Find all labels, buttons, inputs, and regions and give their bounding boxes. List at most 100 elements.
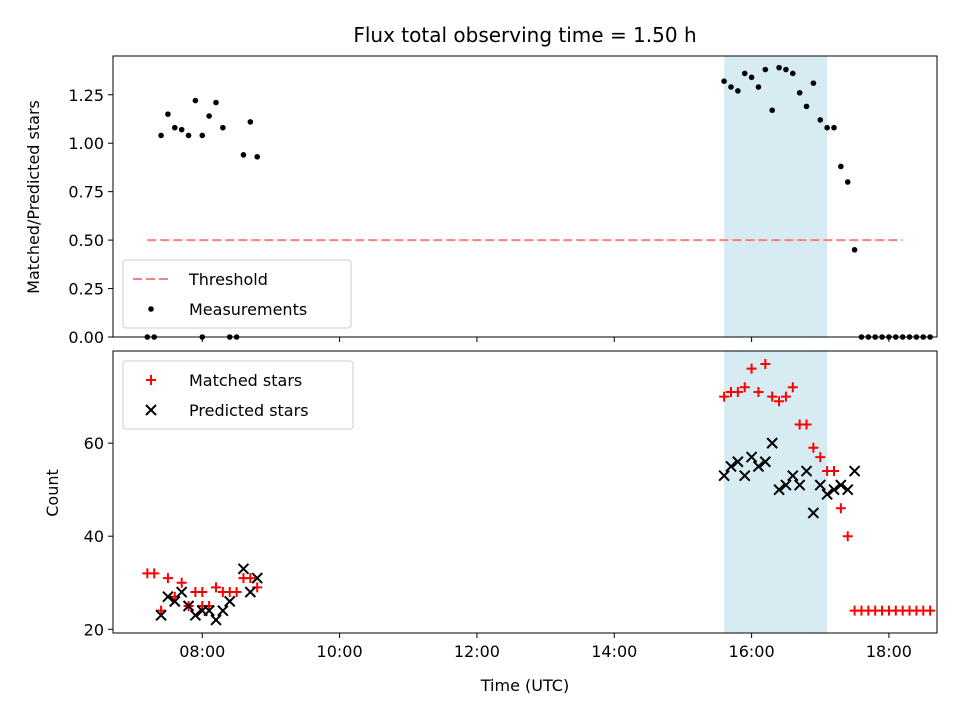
data-point bbox=[741, 70, 748, 77]
data-point bbox=[838, 163, 844, 170]
data-point bbox=[842, 531, 853, 542]
data-point bbox=[149, 568, 160, 579]
data-point bbox=[760, 359, 771, 370]
bottom-y-axis-title: Count bbox=[43, 469, 62, 517]
data-point bbox=[824, 124, 830, 131]
data-point bbox=[828, 483, 840, 496]
data-point bbox=[185, 132, 192, 139]
data-point bbox=[735, 88, 741, 94]
data-point bbox=[237, 563, 250, 575]
data-point bbox=[199, 132, 206, 139]
data-point bbox=[803, 103, 810, 110]
top-panel: 0.00 0.25 0.50 0.75 1.00 1.25 Threshold Measure… bbox=[68, 55, 938, 347]
x-tick-label: 10:00 bbox=[317, 642, 363, 661]
data-point bbox=[814, 479, 826, 491]
data-point bbox=[752, 460, 765, 473]
data-point bbox=[793, 479, 806, 491]
data-point bbox=[745, 451, 758, 463]
data-point bbox=[176, 577, 187, 588]
data-point bbox=[175, 586, 188, 598]
data-point bbox=[165, 111, 171, 117]
data-point bbox=[790, 70, 796, 77]
data-point bbox=[231, 587, 242, 598]
data-point bbox=[162, 590, 174, 603]
data-point bbox=[780, 479, 792, 491]
data-point bbox=[725, 460, 737, 473]
data-point bbox=[755, 84, 762, 90]
data-point bbox=[787, 470, 799, 482]
data-point bbox=[220, 124, 226, 131]
legend-label: Measurements bbox=[189, 300, 307, 319]
data-point bbox=[807, 507, 820, 519]
data-point bbox=[769, 107, 775, 114]
data-point bbox=[240, 152, 247, 158]
series-predicted-stars bbox=[155, 437, 861, 626]
data-point bbox=[728, 84, 734, 90]
data-point bbox=[213, 99, 219, 106]
y-tick-label: 0.75 bbox=[68, 183, 104, 202]
data-point bbox=[247, 119, 254, 125]
x-axis-title: Time (UTC) bbox=[480, 676, 569, 695]
series-matched-stars bbox=[142, 359, 936, 616]
data-point bbox=[844, 179, 851, 185]
data-point bbox=[192, 97, 199, 104]
data-point bbox=[848, 465, 861, 477]
data-point bbox=[169, 595, 181, 608]
data-point bbox=[210, 614, 222, 626]
legend-plus-swatch bbox=[146, 375, 156, 385]
data-point bbox=[800, 465, 813, 477]
data-point bbox=[829, 466, 839, 477]
data-point bbox=[808, 442, 819, 453]
x-tick-label: 18:00 bbox=[866, 642, 912, 661]
data-point bbox=[172, 124, 178, 131]
legend-label: Matched stars bbox=[189, 371, 302, 390]
data-point bbox=[831, 124, 837, 131]
series-measurements bbox=[144, 64, 933, 340]
bottom-panel: 08:00 10:00 12:00 14:00 16:00 18:00 20 40 60 Matc… bbox=[84, 350, 938, 661]
data-point bbox=[155, 609, 167, 622]
data-point bbox=[197, 587, 208, 598]
highlight-span bbox=[724, 56, 828, 337]
data-point bbox=[835, 503, 846, 514]
data-point bbox=[718, 470, 730, 482]
data-point bbox=[748, 74, 755, 81]
data-point bbox=[206, 113, 212, 119]
y-tick-label: 40 bbox=[84, 527, 104, 546]
legend-box bbox=[122, 259, 352, 329]
data-point bbox=[925, 605, 936, 616]
data-point bbox=[162, 573, 173, 584]
y-tick-label: 1.25 bbox=[68, 86, 104, 105]
y-tick-label: 0.25 bbox=[68, 280, 104, 299]
data-point bbox=[842, 483, 854, 496]
legend: Matched stars Predicted stars bbox=[122, 360, 354, 430]
y-tick-label: 60 bbox=[84, 434, 104, 453]
axes-frame bbox=[112, 350, 938, 634]
data-point bbox=[773, 483, 785, 496]
y-tick-label: 0.50 bbox=[68, 231, 104, 250]
data-point bbox=[821, 488, 833, 501]
data-point bbox=[721, 78, 727, 84]
legend: Threshold Measurements bbox=[122, 259, 352, 329]
data-point bbox=[780, 391, 791, 402]
data-point bbox=[244, 586, 257, 598]
data-point bbox=[776, 64, 782, 71]
data-point bbox=[851, 246, 858, 253]
data-point bbox=[178, 126, 185, 133]
legend-label: Threshold bbox=[188, 270, 268, 289]
data-point bbox=[815, 452, 826, 463]
legend-label: Predicted stars bbox=[189, 401, 309, 420]
legend-box bbox=[122, 360, 354, 430]
data-point bbox=[766, 437, 778, 449]
legend-dot-swatch bbox=[148, 306, 154, 312]
data-point bbox=[189, 609, 202, 622]
data-point bbox=[224, 595, 236, 608]
data-point bbox=[774, 396, 785, 407]
y-tick-label: 0.00 bbox=[68, 328, 104, 347]
data-point bbox=[254, 153, 260, 160]
legend-x-swatch bbox=[145, 404, 157, 416]
data-point bbox=[753, 386, 764, 397]
data-point bbox=[817, 117, 824, 123]
data-point bbox=[767, 391, 778, 402]
data-point bbox=[787, 382, 798, 393]
